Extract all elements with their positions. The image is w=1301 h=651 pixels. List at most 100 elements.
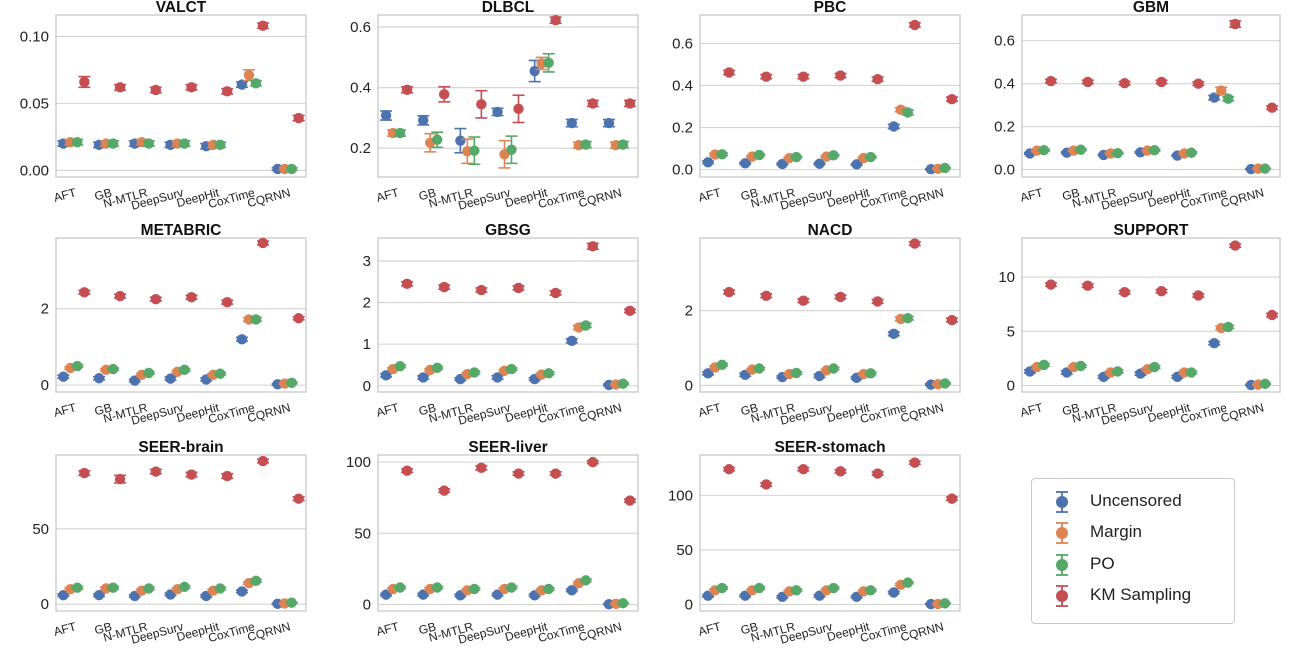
point-po	[902, 312, 913, 324]
x-tick-label: GB	[1061, 400, 1081, 418]
point-uncensored	[492, 589, 503, 600]
point-po	[394, 582, 406, 593]
point-uncensored	[58, 371, 69, 382]
point-po	[179, 364, 190, 376]
point-km-sampling	[1230, 18, 1241, 30]
point-po	[543, 57, 554, 69]
point-po	[1038, 359, 1050, 371]
point-po	[215, 368, 226, 379]
point-km-sampling	[624, 305, 636, 317]
point-uncensored	[236, 334, 248, 345]
panel-title: SUPPORT	[1114, 222, 1189, 239]
point-km-sampling	[114, 290, 126, 302]
point-km-sampling	[723, 67, 735, 78]
legend-label-margin: Margin	[1090, 522, 1142, 541]
point-km-sampling	[222, 296, 233, 308]
point-km-sampling	[946, 93, 958, 105]
point-km-sampling	[79, 467, 90, 479]
y-tick-label: 0.00	[20, 162, 49, 179]
point-po	[394, 360, 406, 372]
point-uncensored	[236, 586, 248, 597]
point-po	[828, 582, 839, 594]
point-km-sampling	[1266, 309, 1278, 321]
point-km-sampling	[624, 495, 636, 506]
y-tick-label: 2	[363, 295, 371, 312]
point-po	[469, 367, 480, 378]
y-tick-label: 1	[363, 336, 371, 353]
point-km-sampling	[439, 281, 450, 293]
point-uncensored	[418, 372, 429, 383]
point-po	[432, 582, 443, 593]
legend-marker-km-sampling	[1056, 585, 1068, 607]
point-po	[432, 362, 443, 374]
plot-frame	[377, 14, 639, 178]
panel-title: GBSG	[485, 222, 531, 239]
y-tick-label: 0.4	[994, 76, 1015, 93]
y-tick-label: 100	[346, 454, 371, 471]
point-km-sampling	[1082, 280, 1093, 291]
point-po	[1259, 378, 1271, 390]
x-tick-label: GB	[739, 185, 759, 203]
point-po	[791, 151, 802, 163]
y-tick-label: 100	[668, 487, 693, 504]
point-km-sampling	[723, 286, 735, 298]
point-po	[865, 151, 876, 163]
point-km-sampling	[476, 462, 487, 474]
y-tick-label: 0.0	[672, 162, 693, 179]
legend-item-km-sampling: KM Sampling	[1032, 582, 1232, 610]
x-tick-label: GB	[417, 185, 437, 203]
x-tick-label: CQRNN	[577, 619, 623, 644]
point-km-sampling	[946, 493, 958, 504]
plot-frame	[377, 237, 639, 393]
point-km-sampling	[1119, 78, 1130, 89]
y-tick-label: 0.6	[350, 19, 371, 36]
point-km-sampling	[909, 19, 920, 31]
point-km-sampling	[513, 282, 524, 294]
point-uncensored	[777, 591, 788, 603]
plot-frame	[699, 14, 961, 178]
point-uncensored	[888, 328, 899, 340]
y-tick-label: 0	[685, 596, 693, 613]
y-tick-label: 0.4	[350, 80, 371, 97]
point-km-sampling	[587, 98, 598, 109]
point-km-sampling	[293, 313, 304, 324]
point-uncensored	[566, 335, 577, 347]
point-km-sampling	[401, 84, 413, 95]
point-km-sampling	[401, 465, 413, 476]
point-km-sampling	[439, 89, 450, 100]
legend-label-uncensored: Uncensored	[1090, 491, 1182, 510]
point-po	[250, 314, 262, 325]
point-km-sampling	[835, 70, 846, 81]
x-tick-label: GB	[93, 619, 113, 637]
point-km-sampling	[1230, 240, 1241, 251]
point-km-sampling	[186, 469, 197, 480]
point-po	[506, 582, 517, 593]
point-km-sampling	[835, 291, 846, 303]
x-tick-label: GB	[93, 185, 113, 203]
point-km-sampling	[835, 466, 846, 477]
point-uncensored	[380, 370, 392, 381]
plot-frame	[1021, 237, 1281, 393]
x-tick-label: AFT	[375, 185, 401, 205]
y-tick-label: 0.05	[20, 95, 49, 112]
x-tick-label: CQRNN	[577, 400, 623, 425]
point-po	[543, 583, 554, 595]
plot-frame	[699, 454, 961, 612]
plot-frame	[699, 237, 961, 393]
point-uncensored	[93, 589, 105, 601]
x-tick-label: CQRNN	[899, 619, 945, 644]
point-po	[72, 360, 83, 372]
point-uncensored	[888, 121, 899, 132]
point-po	[939, 162, 951, 174]
point-po	[1223, 321, 1234, 333]
y-tick-label: 10	[998, 269, 1015, 286]
x-tick-label: GB	[417, 619, 437, 637]
y-tick-label: 0.2	[672, 120, 693, 137]
point-km-sampling	[872, 468, 883, 479]
x-tick-label: AFT	[1019, 185, 1045, 205]
y-tick-label: 0	[41, 596, 49, 613]
